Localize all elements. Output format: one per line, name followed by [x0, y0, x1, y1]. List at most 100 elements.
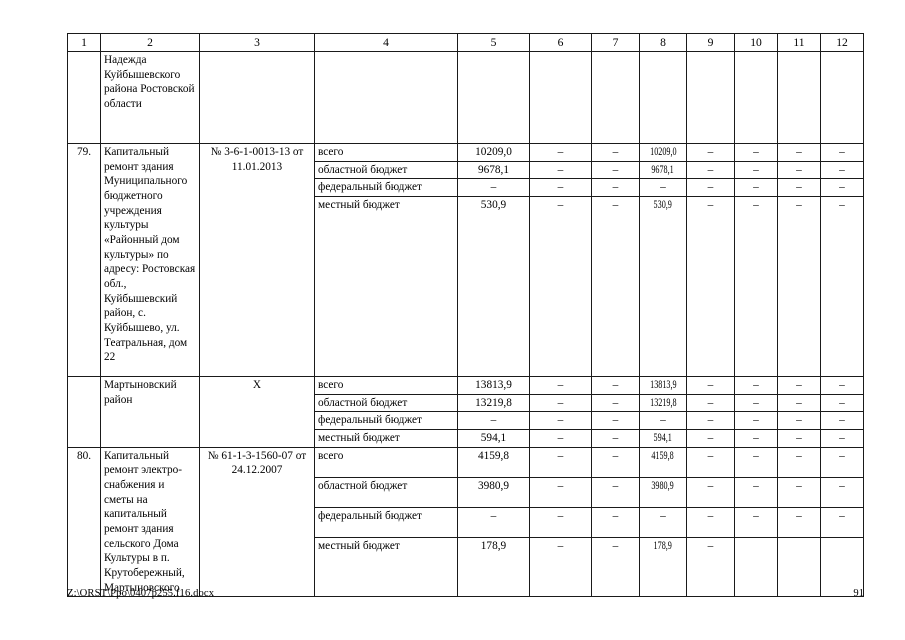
- value-cell-col-12: –: [820, 393, 864, 413]
- value-cell-col-9: –: [686, 196, 735, 378]
- value-cell-col-5: 4159,8: [457, 446, 530, 478]
- document-number-cell: № 61-1-3-1560-07 от 24.12.2007: [199, 446, 315, 598]
- value-cell-col-10: –: [734, 506, 778, 538]
- value-cell-col-12: –: [820, 178, 864, 198]
- value-cell-col-10: [734, 51, 778, 145]
- condensed-number: 13219,8: [649, 396, 677, 409]
- value-cell-col-11: [777, 536, 821, 598]
- value-cell-col-8: 9678,1: [639, 160, 687, 180]
- column-header-8: 8: [639, 32, 687, 53]
- value-cell-col-5: 9678,1: [457, 160, 530, 180]
- budget-source-cell: местный бюджет: [314, 536, 458, 598]
- value-cell-col-7: [591, 51, 640, 145]
- value-cell-col-6: –: [529, 446, 592, 478]
- row-number-cell: 80.: [67, 446, 101, 598]
- value-cell-col-9: –: [686, 178, 735, 198]
- value-cell-col-7: –: [591, 178, 640, 198]
- row-number-cell: [67, 51, 101, 145]
- condensed-number: 10209,0: [649, 146, 677, 159]
- value-cell-col-9: –: [686, 506, 735, 538]
- project-name-cell: Капитальный ремонт электро-снабжения и с…: [100, 446, 200, 598]
- value-cell-col-12: –: [820, 143, 864, 162]
- table-row: местный бюджет 530,9– –530,9– – – –: [68, 196, 864, 378]
- column-header-10: 10: [734, 32, 778, 53]
- value-cell-col-11: –: [777, 376, 821, 395]
- value-cell-col-5: 13219,8: [457, 393, 530, 413]
- value-cell-col-10: –: [734, 376, 778, 395]
- value-cell-col-11: –: [777, 429, 821, 448]
- value-cell-col-11: –: [777, 411, 821, 431]
- value-cell-col-8: 178,9: [639, 536, 687, 598]
- value-cell-col-6: –: [529, 411, 592, 431]
- value-cell-col-11: –: [777, 178, 821, 198]
- value-cell-col-7: –: [591, 196, 640, 378]
- value-cell-col-12: –: [820, 446, 864, 478]
- footer-file-path: Z:\ORST\Ppo\0407p255.f16.docx: [67, 588, 215, 599]
- value-cell-col-6: –: [529, 376, 592, 395]
- value-cell-col-7: –: [591, 429, 640, 448]
- value-cell-col-12: [820, 51, 864, 145]
- value-cell-col-11: –: [777, 160, 821, 180]
- condensed-number: 4159,8: [651, 449, 675, 462]
- value-cell-col-7: –: [591, 411, 640, 431]
- value-cell-col-6: –: [529, 429, 592, 448]
- value-cell-col-10: –: [734, 429, 778, 448]
- value-cell-col-12: –: [820, 411, 864, 431]
- value-cell-col-9: –: [686, 446, 735, 478]
- column-header-12: 12: [820, 32, 864, 53]
- value-cell-col-10: –: [734, 446, 778, 478]
- value-cell-col-7: –: [591, 143, 640, 162]
- value-cell-col-5: 13813,9: [457, 376, 530, 395]
- value-cell-col-12: [820, 536, 864, 598]
- table-row: 79. Капитальный ремонт здания Муниципальн…: [67, 143, 864, 378]
- column-header-6: 6: [529, 32, 592, 53]
- value-cell-col-8: 3980,9: [639, 476, 687, 508]
- document-number-cell: X: [199, 376, 315, 448]
- value-cell-col-5: 178,9: [457, 536, 530, 598]
- value-cell-col-6: –: [529, 536, 592, 598]
- value-cell-col-9: –: [686, 429, 735, 448]
- footer-page-number: 91: [853, 588, 864, 599]
- value-cell-col-9: –: [686, 143, 735, 162]
- value-cell-col-11: –: [777, 196, 821, 378]
- value-cell-col-6: –: [529, 143, 592, 162]
- project-name-cell: Мартыновский район: [100, 376, 200, 448]
- value-cell-col-7: –: [591, 446, 640, 478]
- value-cell-col-8: 13219,8: [639, 393, 687, 413]
- value-cell-col-5: 3980,9: [457, 476, 530, 508]
- value-cell-col-10: –: [734, 411, 778, 431]
- budget-source-cell: федеральный бюджет: [314, 506, 458, 538]
- table-header-row: 1 2 3 4 5 6 7 8 9 10 11 12: [67, 32, 864, 53]
- row-number-cell: 79.: [67, 143, 101, 378]
- value-cell-col-5: –: [457, 506, 530, 538]
- value-cell-col-5: 10209,0: [457, 143, 530, 162]
- column-header-1: 1: [67, 32, 101, 53]
- budget-source-cell: федеральный бюджет: [314, 411, 458, 431]
- column-header-2: 2: [100, 32, 200, 53]
- table-body: 1 2 3 4 5 6 7 8 9 10 11 12 Надежда Куйбышевского рай…: [67, 32, 864, 598]
- column-header-5: 5: [457, 32, 530, 53]
- condensed-number: 530,9: [653, 199, 673, 212]
- value-cell-col-9: –: [686, 476, 735, 508]
- value-cell-col-11: –: [777, 506, 821, 538]
- value-cell-col-9: [686, 51, 735, 145]
- value-cell-col-11: –: [777, 393, 821, 413]
- value-cell-col-6: [529, 51, 592, 145]
- value-cell-col-11: [777, 51, 821, 145]
- value-cell-col-6: –: [529, 506, 592, 538]
- table-row: областной бюджет 13219,8– –13219,8– – – –: [68, 393, 864, 413]
- value-cell-col-10: –: [734, 160, 778, 180]
- table-row: Надежда Куйбышевского района Ростовской …: [67, 51, 864, 145]
- value-cell-col-6: –: [529, 196, 592, 378]
- value-cell-col-6: –: [529, 160, 592, 180]
- value-cell-col-10: –: [734, 143, 778, 162]
- value-cell-col-11: –: [777, 143, 821, 162]
- value-cell-col-8: 4159,8: [639, 446, 687, 478]
- value-cell-col-10: –: [734, 178, 778, 198]
- value-cell-col-9: –: [686, 393, 735, 413]
- budget-source-cell: местный бюджет: [314, 196, 458, 378]
- value-cell-col-10: –: [734, 393, 778, 413]
- value-cell-col-5: 530,9: [457, 196, 530, 378]
